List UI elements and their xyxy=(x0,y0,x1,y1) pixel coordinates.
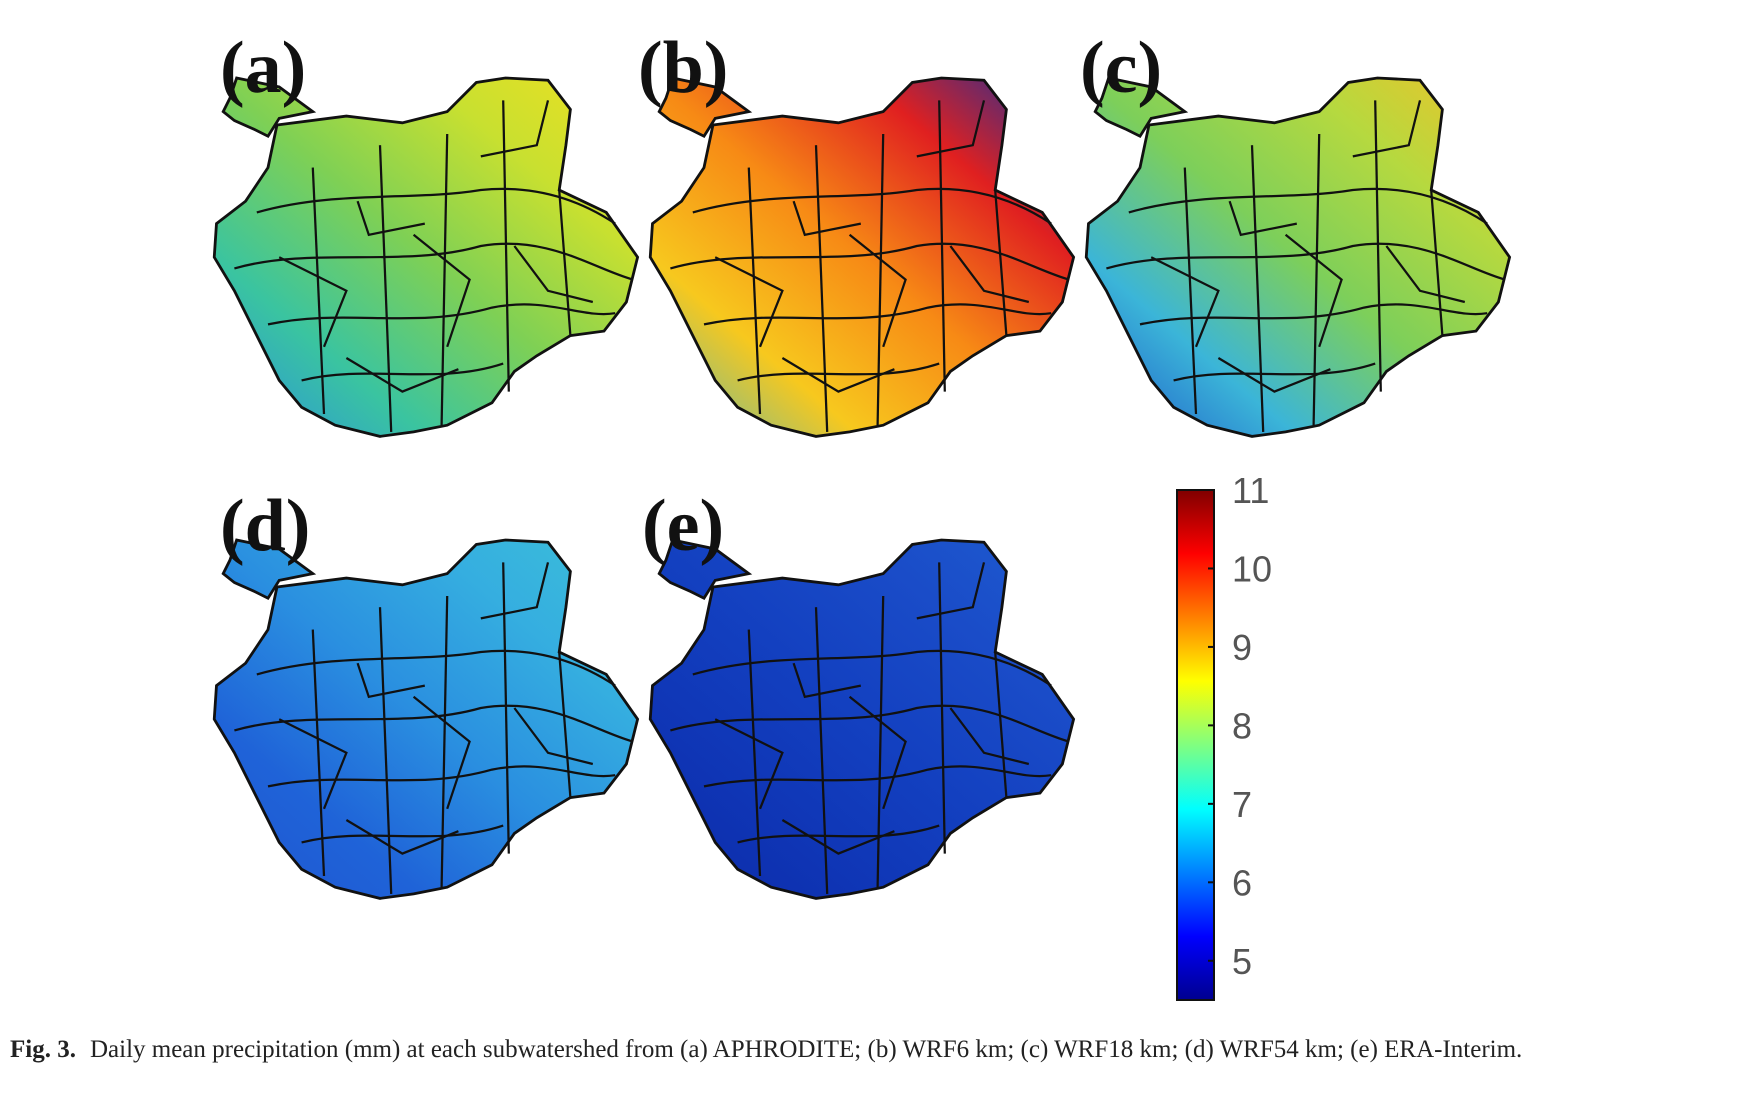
map-panel-e xyxy=(648,538,1075,900)
panel-label: (c) xyxy=(1080,27,1162,109)
map-panel-b xyxy=(648,76,1075,438)
map-panel-a xyxy=(212,76,639,438)
colorbar-tick-label: 10 xyxy=(1232,548,1272,589)
colorbar-gradient xyxy=(1176,489,1215,1001)
colorbar-tick-label: 9 xyxy=(1232,627,1252,668)
figure-caption: Fig. 3. Daily mean precipitation (mm) at … xyxy=(10,1036,1750,1064)
colorbar: 5 6 7 8 9 10 11 xyxy=(1176,470,1272,1001)
map-panels: (a) (b) (c) (d) (e) xyxy=(212,27,1511,900)
panel-label: (a) xyxy=(220,27,306,109)
caption-label: Fig. 3. xyxy=(10,1036,76,1063)
caption-text: Daily mean precipitation (mm) at each su… xyxy=(89,1036,1523,1063)
panel-label: (e) xyxy=(642,485,724,567)
colorbar-tick-label: 8 xyxy=(1232,705,1252,746)
colorbar-tick-label: 7 xyxy=(1232,784,1252,825)
panel-label: (d) xyxy=(220,485,310,567)
panel-label: (b) xyxy=(638,27,728,109)
map-panel-d xyxy=(212,538,639,900)
map-panel-c xyxy=(1084,76,1511,438)
colorbar-tick-label: 11 xyxy=(1232,470,1269,511)
colorbar-tick-label: 5 xyxy=(1232,941,1252,982)
colorbar-ticks: 5 6 7 8 9 10 11 xyxy=(1208,470,1272,982)
colorbar-tick-label: 6 xyxy=(1232,862,1252,903)
